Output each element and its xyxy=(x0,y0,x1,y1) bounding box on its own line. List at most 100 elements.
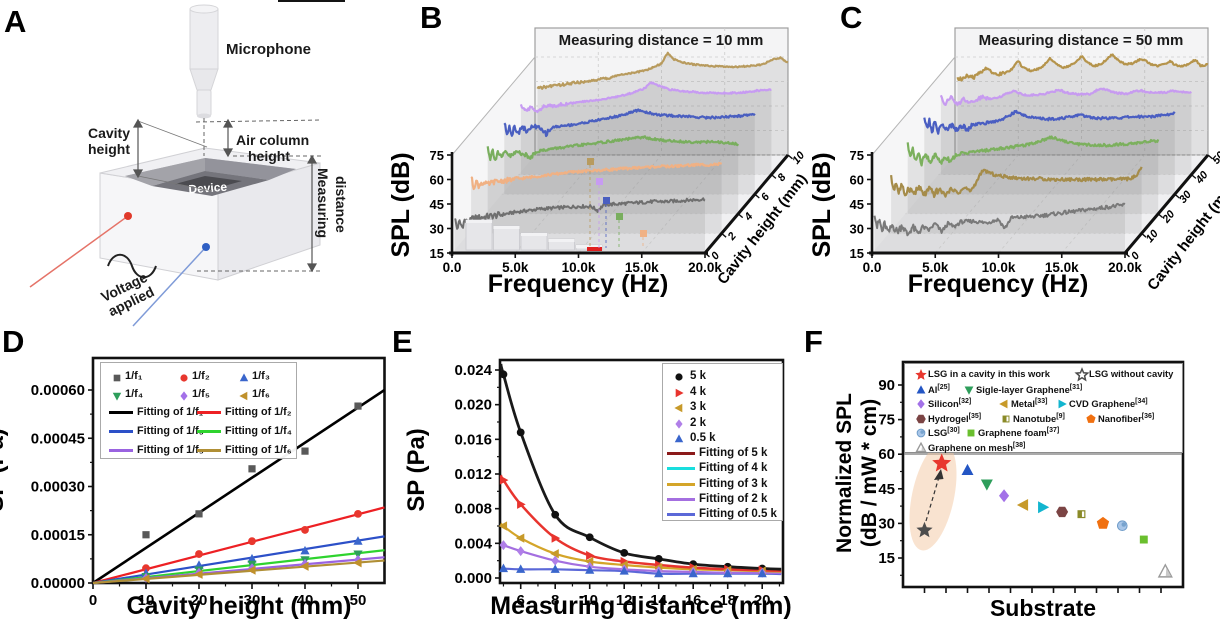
svg-text:0.016: 0.016 xyxy=(454,431,492,448)
triangle-left-icon xyxy=(674,403,683,413)
svg-text:0.004: 0.004 xyxy=(454,535,492,552)
legend-label: Fitting of 1/f₁ xyxy=(137,406,204,418)
curve-shadow xyxy=(520,82,772,175)
spl-curve-4 xyxy=(519,81,772,114)
legend-label: 0.5 k xyxy=(690,432,716,444)
svg-text:75: 75 xyxy=(430,148,444,163)
data-point-lsg-in-a-cavity-in-this-work xyxy=(932,453,952,472)
data-point xyxy=(300,561,309,571)
panel-f-legend: LSG in a cavity in this work LSG without … xyxy=(904,363,1183,453)
legend-label: 2 k xyxy=(690,416,706,429)
svg-text:40: 40 xyxy=(297,592,314,609)
peak-marker xyxy=(640,230,647,237)
legend-label: LSG in a cavity in this work xyxy=(928,368,1050,379)
panel-label-a: A xyxy=(4,4,27,39)
svg-text:10: 10 xyxy=(138,592,155,609)
svg-text:15.0k: 15.0k xyxy=(625,260,659,275)
svg-text:0.00015: 0.00015 xyxy=(31,527,85,544)
curve-shadow xyxy=(891,166,1142,234)
svg-text:10.0k: 10.0k xyxy=(982,260,1016,275)
panel-label-c: C xyxy=(840,0,863,35)
curve-shadow xyxy=(940,88,1192,175)
data-point xyxy=(551,510,560,519)
svg-text:0.00045: 0.00045 xyxy=(31,430,85,447)
triangle-up-icon xyxy=(674,434,684,443)
svg-text:45: 45 xyxy=(878,481,895,498)
panel-f-xlabel: Substrate xyxy=(990,595,1096,621)
spl-curve-2 xyxy=(486,135,740,162)
data-point xyxy=(301,526,309,534)
legend-label: Metal[33] xyxy=(1011,398,1048,409)
spl-curve-0 xyxy=(454,197,706,230)
star-open-icon xyxy=(1074,367,1090,382)
panel-d-legend: 1/f₁ 1/f₂ 1/f₃ 1/f₄ 1/f₅ 1/f₆ Fitting of 1/f₁ F… xyxy=(100,362,297,459)
spl-curve-4 xyxy=(939,87,1192,106)
z-axis xyxy=(1123,154,1210,254)
curve-shadow xyxy=(874,203,1125,253)
legend-label: Sigle-layer Graphene[31] xyxy=(976,383,1083,395)
fit-line-6 xyxy=(92,559,385,585)
data-point xyxy=(142,564,150,573)
data-point xyxy=(247,565,256,575)
svg-text:12: 12 xyxy=(616,592,633,609)
svg-text:50: 50 xyxy=(350,592,367,609)
square-icon xyxy=(967,429,975,437)
data-point xyxy=(654,555,663,563)
svg-text:50: 50 xyxy=(1210,149,1220,167)
svg-text:30: 30 xyxy=(850,222,864,237)
data-point xyxy=(586,550,595,561)
svg-text:20: 20 xyxy=(191,592,208,609)
svg-text:15.0k: 15.0k xyxy=(1045,260,1079,275)
curve-shadow xyxy=(471,163,722,234)
data-point xyxy=(248,537,256,546)
circle-icon xyxy=(675,373,683,381)
data-point xyxy=(354,554,362,565)
legend-line-swatch xyxy=(667,482,695,486)
red-electrode-dot xyxy=(124,212,132,220)
legend-label: Fitting of 5 k xyxy=(699,447,768,459)
curve-shadow xyxy=(487,136,739,214)
fit-line-3 xyxy=(92,535,385,585)
legend-line-swatch xyxy=(109,430,133,433)
svg-text:45: 45 xyxy=(430,197,444,212)
data-point xyxy=(354,509,362,518)
legend-line-swatch xyxy=(667,452,695,455)
panel-b-xlabel: Frequency (Hz) xyxy=(488,270,669,298)
circle-shaded-icon xyxy=(916,428,926,438)
triangle-right-icon xyxy=(675,388,684,397)
legend-label: CVD Graphene[34] xyxy=(1069,398,1148,409)
spl-curve-3 xyxy=(923,109,1176,135)
data-point-nanotube xyxy=(1077,510,1086,519)
spl-curve-1 xyxy=(890,166,1143,199)
data-point xyxy=(354,402,362,410)
legend-label: 1/f₃ xyxy=(252,370,270,382)
spl-curve-0 xyxy=(873,202,1126,237)
spl-curve-1 xyxy=(470,161,723,191)
svg-text:20: 20 xyxy=(754,592,771,609)
svg-text:0.000: 0.000 xyxy=(454,570,492,587)
svg-text:30: 30 xyxy=(878,515,895,532)
spl-curve-5 xyxy=(956,53,1209,82)
data-point xyxy=(550,549,559,559)
square-icon xyxy=(113,374,121,382)
svg-text:5.0k: 5.0k xyxy=(502,260,529,275)
data-point xyxy=(620,548,629,557)
data-point-sigle-layer-graphene xyxy=(980,479,993,491)
panel-c-title: Measuring distance = 50 mm xyxy=(979,32,1184,49)
svg-text:60: 60 xyxy=(850,173,864,188)
cavity-photo-box xyxy=(465,219,493,251)
data-point-cvd-graphene xyxy=(1038,501,1050,514)
data-point xyxy=(654,568,664,578)
data-point xyxy=(551,533,561,543)
svg-text:75: 75 xyxy=(878,412,895,429)
legend-label: Hydrogel[35] xyxy=(928,412,982,424)
svg-text:20.0k: 20.0k xyxy=(688,260,722,275)
scale-bar xyxy=(587,247,602,251)
svg-text:14: 14 xyxy=(650,592,667,609)
svg-text:0.024: 0.024 xyxy=(454,362,492,379)
legend-label: 1/f₆ xyxy=(252,388,270,400)
legend-line-swatch xyxy=(109,449,133,452)
legend-label: LSG without cavity xyxy=(1089,368,1174,379)
data-point xyxy=(516,564,526,573)
data-point-lsg xyxy=(1117,520,1128,532)
